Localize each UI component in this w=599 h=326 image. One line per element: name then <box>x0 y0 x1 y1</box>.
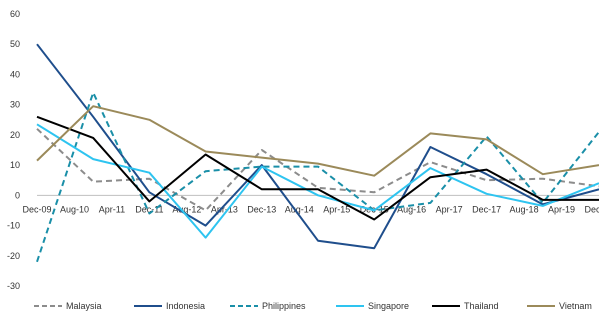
legend-label: Thailand <box>464 301 499 311</box>
legend-item-philippines: Philippines <box>230 301 306 311</box>
y-tick-label: 20 <box>10 130 20 140</box>
y-axis: -30 -20 -10 0 10 20 30 40 50 60 <box>7 9 20 291</box>
legend-item-thailand: Thailand <box>432 301 499 311</box>
x-tick-label: Aug-16 <box>397 204 426 214</box>
legend-label: Singapore <box>368 301 409 311</box>
x-tick-label: Apr-19 <box>548 204 575 214</box>
x-tick-label: Apr-15 <box>323 204 350 214</box>
legend-label: Indonesia <box>166 301 205 311</box>
y-tick-label: 60 <box>10 9 20 19</box>
legend-label: Malaysia <box>66 301 102 311</box>
plot-lines <box>36 43 599 263</box>
x-tick-label: Apr-11 <box>99 204 125 214</box>
x-tick-label: Dec-17 <box>472 204 501 214</box>
x-tick-label: Aug-14 <box>285 204 314 214</box>
y-tick-label: 10 <box>10 160 20 170</box>
x-tick-label: Dec-19 <box>584 204 599 214</box>
x-tick-label: Apr-17 <box>436 204 463 214</box>
x-tick-label: Dec-09 <box>22 204 51 214</box>
x-tick-label: Dec-11 <box>135 204 163 214</box>
legend-label: Philippines <box>262 301 306 311</box>
y-tick-label: 30 <box>10 100 20 110</box>
legend-item-vietnam: Vietnam <box>527 301 592 311</box>
x-tick-label: Dec-13 <box>247 204 276 214</box>
y-tick-label: 50 <box>10 39 20 49</box>
x-tick-label: Aug-12 <box>172 204 201 214</box>
legend-label: Vietnam <box>559 301 592 311</box>
legend: Malaysia Indonesia Philippines Singapore Tha… <box>34 301 592 311</box>
series-line-thailand <box>36 115 599 221</box>
x-tick-label: Aug-10 <box>60 204 89 214</box>
x-tick-label: Apr-13 <box>211 204 238 214</box>
y-tick-label: 0 <box>15 190 20 200</box>
x-axis: Dec-09 Aug-10 Apr-11 Dec-11 Aug-12 Apr-13 Dec-… <box>22 204 599 214</box>
y-tick-label: -20 <box>7 251 20 261</box>
x-tick-label: Aug-18 <box>510 204 539 214</box>
legend-item-malaysia: Malaysia <box>34 301 102 311</box>
legend-item-singapore: Singapore <box>336 301 409 311</box>
series-line-singapore <box>36 123 599 239</box>
y-tick-label: 40 <box>10 69 20 79</box>
series-line-indonesia <box>36 43 599 250</box>
series-line-vietnam <box>36 105 599 177</box>
legend-item-indonesia: Indonesia <box>134 301 205 311</box>
y-tick-label: -10 <box>7 221 20 231</box>
y-tick-label: -30 <box>7 281 20 291</box>
series-line-philippines <box>36 91 599 263</box>
